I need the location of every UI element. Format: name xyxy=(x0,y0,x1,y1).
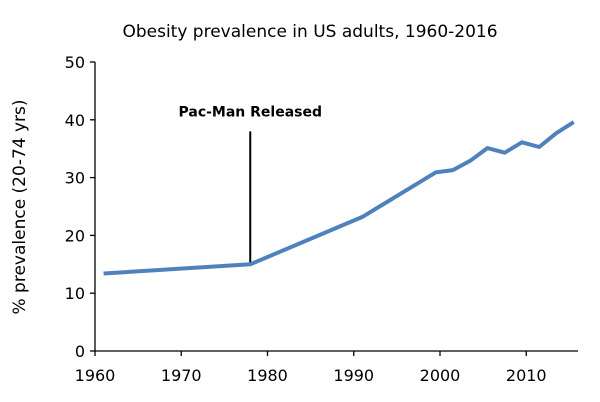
x-tick-label-2000: 2000 xyxy=(420,366,461,385)
y-axis-ticks: 0 10 20 30 40 50 xyxy=(65,53,95,361)
chart-title: Obesity prevalence in US adults, 1960-20… xyxy=(122,22,497,42)
annotations: Pac-Man Released xyxy=(178,104,322,265)
x-tick-label-1960: 1960 xyxy=(75,366,116,385)
x-axis-ticks: 1960 1970 1980 1990 2000 2010 xyxy=(75,351,547,385)
series-line-0 xyxy=(103,120,575,276)
y-tick-label-50: 50 xyxy=(65,53,85,72)
y-tick-label-40: 40 xyxy=(65,111,85,130)
x-tick-label-1970: 1970 xyxy=(161,366,202,385)
y-tick-label-0: 0 xyxy=(75,342,85,361)
series-layer xyxy=(103,120,575,276)
x-tick-label-1990: 1990 xyxy=(333,366,374,385)
x-tick-label-1980: 1980 xyxy=(247,366,288,385)
annotation-label-0: Pac-Man Released xyxy=(178,104,322,120)
y-tick-label-20: 20 xyxy=(65,226,85,245)
y-axis-label: % prevalence (20-74 yrs) xyxy=(10,99,30,314)
x-tick-label-2010: 2010 xyxy=(506,366,547,385)
y-tick-label-10: 10 xyxy=(65,284,85,303)
y-tick-label-30: 30 xyxy=(65,169,85,188)
